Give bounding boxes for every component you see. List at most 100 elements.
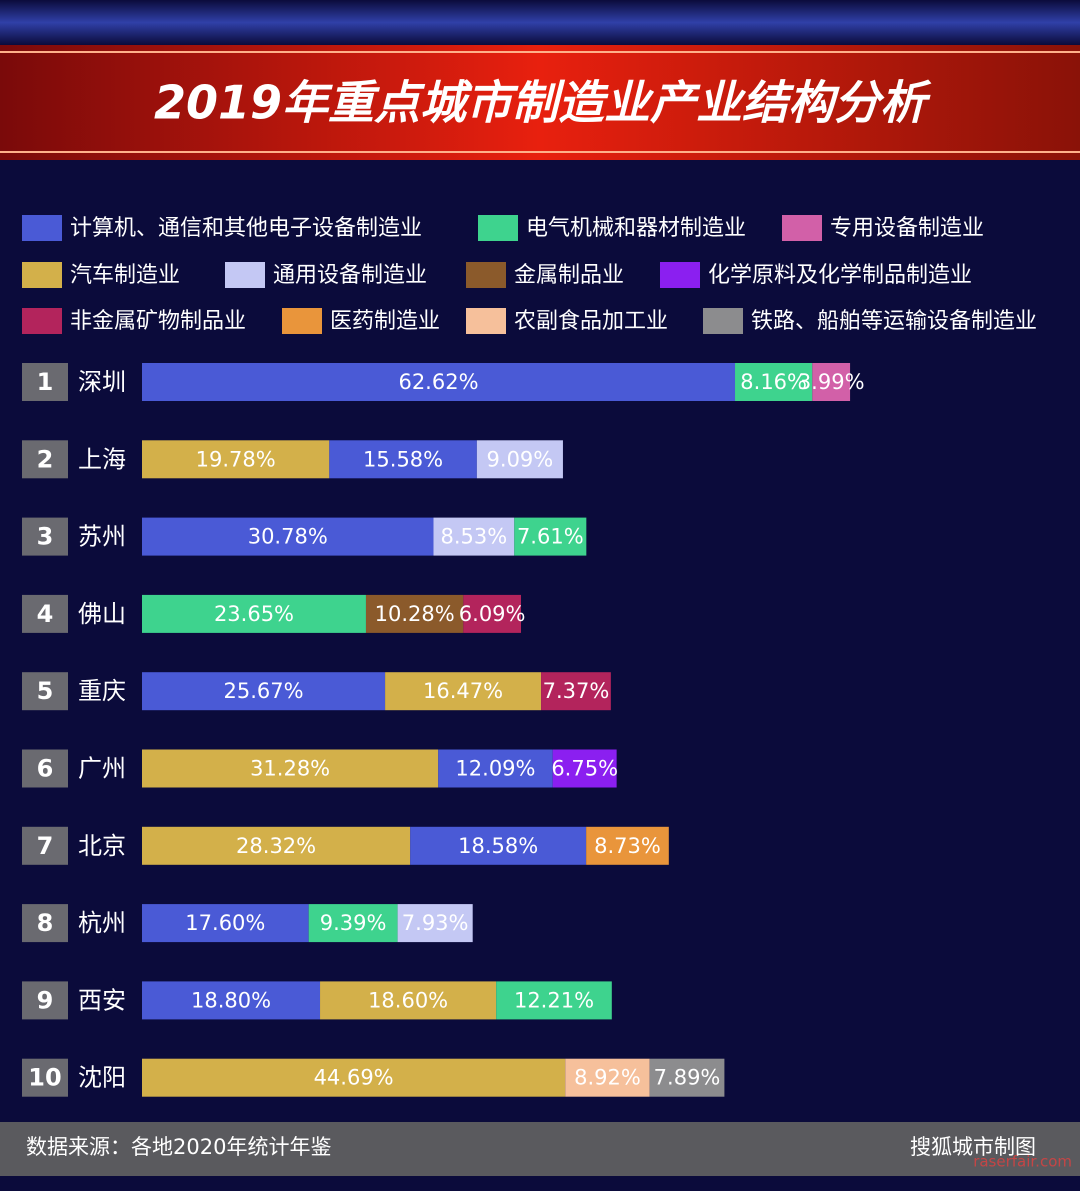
legend-swatch: [466, 262, 506, 288]
rank: 3: [37, 523, 54, 551]
bar-segment: [385, 672, 542, 711]
bar-segment: [142, 826, 411, 865]
value-label: 7.61%: [517, 525, 584, 549]
bar-segment: [433, 517, 515, 556]
rank-box: [22, 749, 68, 788]
watermark: raserfair.com: [973, 1153, 1072, 1171]
bar-segment: [565, 1058, 650, 1097]
value-label: 6.75%: [551, 757, 618, 781]
value-label: 18.60%: [368, 988, 448, 1012]
bar-segment: [142, 440, 330, 479]
rank: 2: [37, 445, 54, 473]
value-label: 15.58%: [363, 447, 443, 471]
rank: 8: [37, 909, 54, 937]
bar-segment: [142, 749, 439, 788]
rank-box: [22, 904, 68, 943]
bar-segment: [142, 981, 321, 1020]
value-label: 31.28%: [250, 757, 330, 781]
bar-segment: [463, 594, 521, 633]
rank: 5: [37, 677, 54, 705]
value-label: 10.28%: [375, 602, 455, 626]
y-tick-label: 上海: [78, 445, 126, 473]
rank-box: [22, 594, 68, 633]
y-tick-label: 北京: [78, 832, 126, 860]
bar-segment: [586, 826, 669, 865]
bar-segment: [329, 440, 477, 479]
legend-label: 计算机、通信和其他电子设备制造业: [70, 216, 422, 241]
y-tick-label: 沈阳: [78, 1064, 126, 1092]
value-label: 12.21%: [514, 988, 594, 1012]
rank: 4: [37, 600, 54, 628]
legend-label: 通用设备制造业: [273, 263, 427, 288]
legend-swatch: [660, 262, 700, 288]
legend-swatch: [782, 215, 822, 241]
rank-box: [22, 826, 68, 865]
header-glow: [0, 0, 1080, 45]
value-label: 9.09%: [487, 447, 554, 471]
rank-box: [22, 981, 68, 1020]
legend-label: 铁路、船舶等运输设备制造业: [751, 309, 1037, 334]
rank-box: [22, 1058, 68, 1097]
legend-swatch: [22, 308, 62, 334]
y-tick-label: 深圳: [78, 368, 126, 396]
value-label: 7.93%: [402, 911, 469, 935]
value-label: 8.73%: [594, 834, 661, 858]
legend-swatch: [22, 262, 62, 288]
bar-segment: [142, 363, 736, 401]
value-label: 28.32%: [236, 834, 316, 858]
value-label: 12.09%: [455, 757, 535, 781]
value-label: 16.47%: [423, 679, 503, 703]
rank-box: [22, 363, 68, 401]
rank: 10: [28, 1064, 61, 1092]
bar-segment: [735, 363, 813, 401]
legend-label: 汽车制造业: [70, 263, 180, 288]
value-label: 7.37%: [543, 679, 610, 703]
value-label: 17.60%: [185, 911, 265, 935]
bar-segment: [142, 594, 366, 633]
y-tick-label: 西安: [78, 986, 126, 1014]
bar-segment: [514, 517, 587, 556]
source: 数据来源：各地2020年统计年鉴: [26, 1135, 331, 1159]
y-tick-label: 苏州: [78, 523, 126, 551]
bar-segment: [320, 981, 497, 1020]
bar-segment: [142, 517, 434, 556]
legend-swatch: [478, 215, 518, 241]
legend-swatch: [225, 262, 265, 288]
value-label: 62.62%: [398, 370, 478, 394]
legend-swatch: [466, 308, 506, 334]
bar-segment: [410, 826, 587, 865]
y-tick-label: 佛山: [78, 600, 126, 628]
bar-segment: [308, 904, 398, 943]
y-tick-label: 杭州: [78, 909, 126, 937]
bar-segment: [476, 440, 563, 479]
value-label: 23.65%: [214, 602, 294, 626]
rank: 1: [37, 368, 54, 396]
value-label: 8.92%: [574, 1066, 641, 1090]
legend-label: 金属制品业: [514, 263, 624, 288]
bar-segment: [812, 363, 851, 401]
rank-box: [22, 440, 68, 479]
value-label: 18.58%: [458, 834, 538, 858]
value-label: 3.99%: [798, 370, 865, 394]
value-label: 6.09%: [459, 602, 526, 626]
bar-segment: [541, 672, 611, 711]
footer-band: [0, 1122, 1080, 1176]
title-band: [0, 45, 1080, 160]
value-label: 44.69%: [314, 1066, 394, 1090]
y-tick-label: 广州: [78, 755, 126, 783]
bar-segment: [552, 749, 617, 788]
bar-segment: [496, 981, 612, 1020]
bars: 1 深圳 62.62% 8.16%3.99% 2 上海 19.78% 15.58% 9.09% 3…: [22, 363, 865, 1097]
bar-segment: [365, 594, 464, 633]
chart-title: 2019年重点城市制造业产业结构分析: [154, 76, 932, 130]
bar-segment: [438, 749, 553, 788]
legend-label: 农副食品加工业: [514, 309, 668, 334]
y-tick-label: 重庆: [78, 677, 126, 705]
legend-swatch: [22, 215, 62, 241]
bar-segment: [142, 672, 386, 711]
rank: 7: [37, 832, 54, 860]
value-label: 8.16%: [740, 370, 807, 394]
legend-label: 专用设备制造业: [830, 216, 984, 241]
